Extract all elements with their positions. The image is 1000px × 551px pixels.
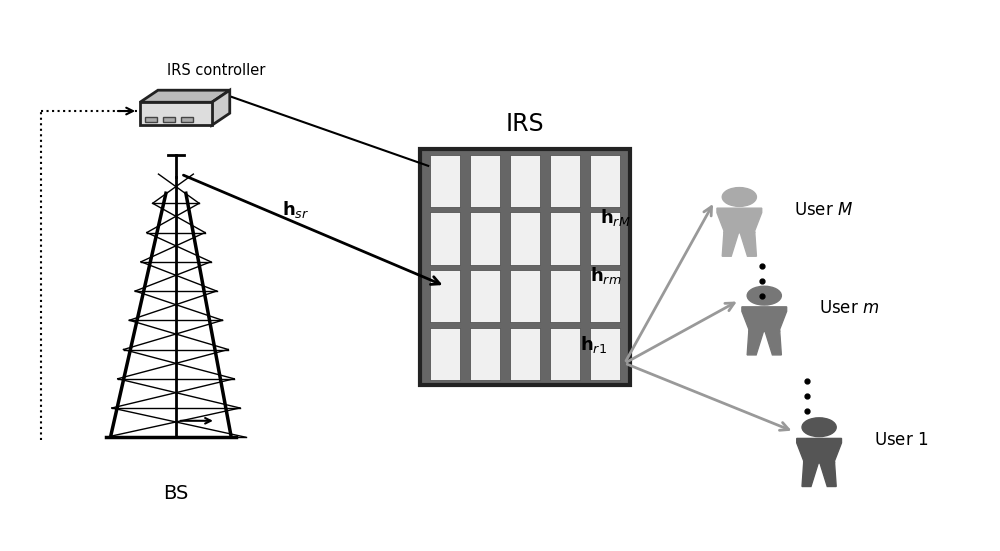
- Text: User $m$: User $m$: [819, 299, 879, 317]
- Text: BS: BS: [163, 484, 189, 503]
- Text: $\mathbf{h}_{r1}$: $\mathbf{h}_{r1}$: [580, 333, 607, 354]
- Polygon shape: [212, 90, 230, 125]
- Text: IRS: IRS: [506, 112, 544, 136]
- Bar: [510, 328, 540, 380]
- Bar: [550, 270, 580, 322]
- Text: $\mathbf{h}_{rm}$: $\mathbf{h}_{rm}$: [590, 265, 621, 286]
- Text: User $M$: User $M$: [794, 201, 853, 219]
- Polygon shape: [717, 208, 762, 233]
- Bar: [470, 213, 500, 264]
- Bar: [145, 116, 157, 122]
- Circle shape: [747, 287, 781, 305]
- Bar: [163, 116, 175, 122]
- Bar: [420, 149, 630, 385]
- Polygon shape: [740, 233, 756, 256]
- Polygon shape: [820, 463, 836, 487]
- Polygon shape: [722, 233, 739, 256]
- Text: $\mathbf{h}_{rM}$: $\mathbf{h}_{rM}$: [600, 207, 630, 229]
- Bar: [590, 328, 620, 380]
- Text: IRS controller: IRS controller: [167, 63, 265, 78]
- Bar: [590, 270, 620, 322]
- Bar: [430, 328, 460, 380]
- Bar: [510, 213, 540, 264]
- Polygon shape: [747, 332, 763, 355]
- Bar: [470, 155, 500, 207]
- Circle shape: [722, 187, 756, 207]
- Bar: [510, 270, 540, 322]
- Polygon shape: [742, 307, 787, 332]
- Bar: [510, 155, 540, 207]
- Bar: [140, 102, 212, 125]
- Bar: [470, 328, 500, 380]
- Bar: [550, 213, 580, 264]
- Circle shape: [802, 418, 836, 436]
- Polygon shape: [140, 90, 230, 102]
- Bar: [550, 328, 580, 380]
- Text: $\mathbf{h}_{sr}$: $\mathbf{h}_{sr}$: [282, 199, 309, 220]
- Bar: [550, 155, 580, 207]
- Bar: [590, 213, 620, 264]
- Polygon shape: [765, 332, 781, 355]
- Bar: [430, 213, 460, 264]
- Bar: [590, 155, 620, 207]
- Bar: [470, 270, 500, 322]
- Polygon shape: [802, 463, 818, 487]
- Text: User $1$: User $1$: [874, 431, 928, 449]
- Bar: [181, 116, 193, 122]
- Bar: [430, 155, 460, 207]
- Bar: [430, 270, 460, 322]
- Polygon shape: [797, 439, 841, 463]
